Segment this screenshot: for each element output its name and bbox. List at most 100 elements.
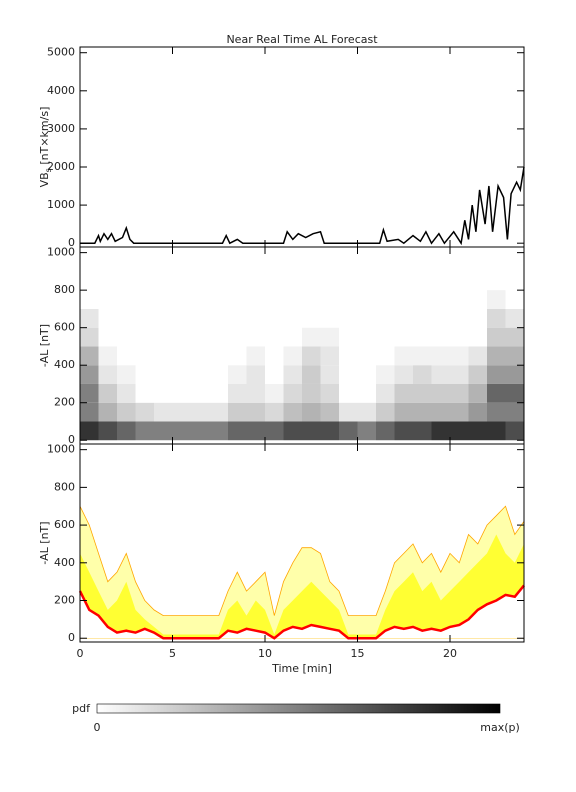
pdf-cell [246,421,265,441]
y-label-subscript: s [44,168,53,172]
pdf-cell [209,402,228,422]
pdf-cell [154,421,173,441]
pdf-cell [246,308,265,328]
pdf-cell [376,290,395,309]
pdf-cell [228,383,247,403]
y-tick-label: 4000 [47,84,75,97]
pdf-cell [172,327,191,347]
pdf-cell [413,290,432,309]
pdf-cell [431,346,450,366]
panel-frame [79,443,525,643]
pdf-cell [357,290,376,309]
pdf-cell [468,383,487,403]
pdf-cell [117,290,136,309]
pdf-cell [265,365,284,384]
pdf-cell [505,365,524,384]
pdf-cell [339,383,358,403]
pdf-cell [265,327,284,347]
colorbar-max-label: max(p) [480,721,520,734]
pdf-cell [117,421,136,441]
pdf-cell [450,383,469,403]
pdf-cell [117,402,136,422]
pdf-cell [339,365,358,384]
pdf-cell [431,308,450,328]
x-tick-label: 15 [351,647,365,660]
y-axis-label: VBs [nT×km/s] [38,107,53,188]
pdf-cell [191,402,210,422]
pdf-cell [209,290,228,309]
pdf-cell [209,365,228,384]
pdf-cell [413,402,432,422]
pdf-cell [320,421,339,441]
pdf-cell [376,365,395,384]
pdf-cell [394,402,413,422]
pdf-cell [154,308,173,328]
pdf-cell [339,421,358,441]
y-label-unit: [nT×km/s] [38,107,51,169]
pdf-cell [320,346,339,366]
pdf-cell [468,308,487,328]
pdf-cell [339,308,358,328]
pdf-cell [357,346,376,366]
pdf-cell [394,346,413,366]
y-tick-label: 400 [54,358,75,371]
chart-title: Near Real Time AL Forecast [226,33,378,46]
pdf-cell [172,421,191,441]
pdf-cell [135,290,154,309]
pdf-cell [98,365,117,384]
pdf-cell [339,402,358,422]
pdf-cell [154,402,173,422]
pdf-cell [302,308,321,328]
pdf-cell [191,346,210,366]
y-tick-label: 3000 [47,122,75,135]
pdf-cell [487,327,506,347]
pdf-cell [413,421,432,441]
pdf-cell [265,346,284,366]
pdf-cell [394,290,413,309]
pdf-cell [339,290,358,309]
pdf-cell [357,308,376,328]
y-axis-label: -AL [nT] [38,324,51,367]
pdf-cell [320,365,339,384]
pdf-cell [154,327,173,347]
pdf-cell [450,346,469,366]
pdf-cell [98,421,117,441]
pdf-cell [135,383,154,403]
pdf-cell [376,327,395,347]
pdf-cell [135,402,154,422]
x-tick-label: 5 [169,647,176,660]
pdf-cell [302,402,321,422]
pdf-cell [117,346,136,366]
pdf-cell [172,383,191,403]
pdf-cell [246,402,265,422]
pdf-cell [468,346,487,366]
pdf-cell [431,365,450,384]
y-axis-label: -AL [nT] [38,521,51,564]
pdf-cell [450,327,469,347]
pdf-cell [154,346,173,366]
pdf-cell [431,327,450,347]
pdf-cell [376,308,395,328]
y-tick-label: 600 [54,518,75,531]
pdf-cell [505,421,524,441]
pdf-cell [505,290,524,309]
y-tick-label: 0 [68,433,75,446]
pdf-cell [357,421,376,441]
pdf-cell [154,383,173,403]
pdf-cell [468,365,487,384]
pdf-cell [376,346,395,366]
pdf-cell [246,290,265,309]
pdf-cell [302,290,321,309]
pdf-cell [413,383,432,403]
pdf-cell [98,402,117,422]
pdf-cell [135,421,154,441]
pdf-cell [302,346,321,366]
pdf-cell [283,383,302,403]
y-tick-label: 400 [54,556,75,569]
y-tick-label: 800 [54,283,75,296]
pdf-cell [450,365,469,384]
pdf-cell [302,383,321,403]
pdf-cell [505,402,524,422]
vbs-line [80,166,525,246]
pdf-cell [135,327,154,347]
